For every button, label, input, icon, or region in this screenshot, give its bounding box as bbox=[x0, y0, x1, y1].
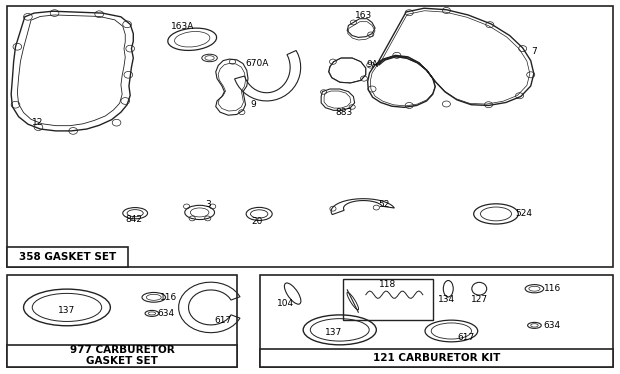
Text: 137: 137 bbox=[58, 306, 76, 315]
Text: 121 CARBURETOR KIT: 121 CARBURETOR KIT bbox=[373, 353, 500, 362]
Bar bbox=[7, 275, 237, 367]
Text: eReplacementParts.com: eReplacementParts.com bbox=[250, 188, 370, 197]
Text: 7: 7 bbox=[531, 47, 538, 56]
Text: 617: 617 bbox=[215, 316, 232, 325]
Text: 163A: 163A bbox=[171, 22, 195, 31]
Text: 127: 127 bbox=[471, 295, 488, 304]
Bar bbox=[7, 345, 237, 367]
Text: 137: 137 bbox=[325, 328, 342, 337]
Bar bbox=[260, 349, 613, 367]
Text: 977 CARBURETOR
GASKET SET: 977 CARBURETOR GASKET SET bbox=[70, 345, 174, 367]
Text: 52: 52 bbox=[379, 200, 390, 209]
Text: 358 GASKET SET: 358 GASKET SET bbox=[19, 252, 117, 262]
Text: 634: 634 bbox=[157, 309, 175, 318]
Text: 9: 9 bbox=[250, 100, 256, 109]
Text: 634: 634 bbox=[543, 321, 560, 330]
Text: 134: 134 bbox=[438, 295, 455, 304]
Text: 3: 3 bbox=[205, 200, 211, 209]
Text: 20: 20 bbox=[252, 217, 263, 226]
Bar bbox=[7, 247, 128, 267]
Text: 670A: 670A bbox=[246, 59, 269, 68]
Text: 883: 883 bbox=[335, 108, 353, 117]
Bar bbox=[343, 279, 433, 320]
Text: 12: 12 bbox=[32, 118, 43, 127]
Bar bbox=[260, 275, 613, 367]
Text: 842: 842 bbox=[125, 215, 143, 224]
Text: 163: 163 bbox=[355, 11, 372, 20]
Bar bbox=[7, 6, 613, 267]
Text: 104: 104 bbox=[277, 299, 294, 308]
Text: 116: 116 bbox=[544, 284, 562, 293]
Text: 617: 617 bbox=[458, 333, 475, 342]
Text: 116: 116 bbox=[160, 293, 177, 302]
Text: 118: 118 bbox=[379, 280, 396, 289]
Text: 524: 524 bbox=[515, 209, 533, 218]
Text: 9A: 9A bbox=[366, 60, 378, 69]
